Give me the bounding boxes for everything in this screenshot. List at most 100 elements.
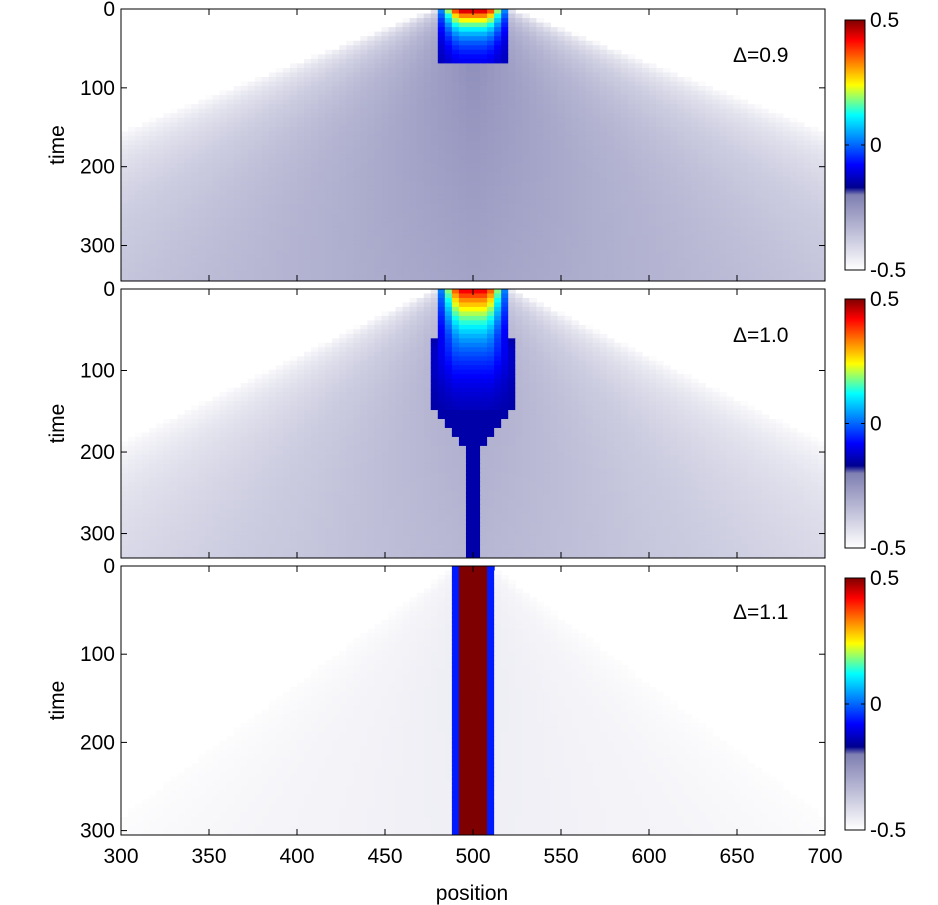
heatmap-cell	[656, 172, 664, 178]
heatmap-cell	[473, 231, 481, 237]
heatmap-cell	[191, 271, 200, 278]
heatmap-cell	[430, 77, 439, 83]
heatmap-cell	[705, 253, 713, 259]
heatmap-cell	[501, 240, 509, 246]
heatmap-cell	[782, 135, 791, 142]
heatmap-cell	[177, 131, 185, 137]
heatmap-cell	[240, 108, 249, 114]
heatmap-cell	[705, 154, 713, 160]
heatmap-cell	[592, 126, 601, 132]
heatmap-cell	[803, 163, 812, 169]
heatmap-cell	[360, 149, 368, 155]
heatmap-cell	[409, 122, 418, 128]
heatmap-cell	[684, 81, 692, 87]
heatmap-cell	[388, 190, 397, 196]
heatmap-cell	[191, 222, 200, 228]
heatmap-cell	[543, 194, 552, 200]
heatmap-cell	[311, 77, 319, 83]
heatmap-cell	[409, 203, 418, 210]
heatmap-cell	[423, 253, 432, 259]
heatmap-cell	[641, 199, 650, 205]
heatmap-cell	[353, 154, 361, 160]
heatmap-cell	[634, 108, 643, 114]
heatmap-cell	[135, 149, 143, 155]
heatmap-cell	[233, 90, 242, 96]
heatmap-cell	[304, 131, 312, 137]
heatmap-cell	[416, 54, 425, 60]
heatmap-cell	[684, 126, 692, 132]
heatmap-cell	[388, 31, 397, 37]
heatmap-cell	[487, 77, 495, 83]
heatmap-cell	[578, 149, 587, 155]
heatmap-cell	[289, 145, 298, 151]
heatmap-cell	[613, 72, 622, 78]
heatmap-cell	[691, 235, 699, 241]
heatmap-cell	[599, 226, 608, 232]
heatmap-cell	[536, 244, 544, 250]
heatmap-cell	[487, 276, 495, 281]
heatmap-cell	[613, 181, 622, 187]
heatmap-cell	[810, 163, 819, 169]
heatmap-cell	[318, 226, 326, 232]
heatmap-cell	[275, 145, 284, 151]
heatmap-cell	[360, 208, 368, 214]
heatmap-cell	[592, 222, 601, 228]
heatmap-cell	[423, 126, 432, 132]
heatmap-cell	[712, 104, 720, 110]
heatmap-cell	[691, 86, 699, 92]
heatmap-cell	[268, 158, 277, 164]
heatmap-cell	[480, 49, 488, 55]
heatmap-cell	[395, 244, 404, 250]
heatmap-cell	[388, 113, 397, 119]
heatmap-cell	[480, 90, 488, 96]
heatmap-cell	[494, 104, 502, 110]
heatmap-cell	[254, 240, 263, 246]
heatmap-cell	[353, 54, 361, 60]
heatmap-cell	[268, 258, 277, 264]
heatmap-cell	[233, 113, 242, 119]
heatmap-cell	[261, 86, 270, 92]
heatmap-cell	[768, 240, 777, 246]
heatmap-cell	[339, 240, 347, 246]
heatmap-cell	[318, 104, 326, 110]
heatmap-cell	[198, 226, 207, 232]
heatmap-cell	[156, 149, 164, 155]
heatmap-cell	[458, 36, 467, 42]
heatmap-cell	[522, 67, 530, 74]
heatmap-cell	[423, 226, 432, 232]
heatmap-cell	[627, 140, 636, 146]
heatmap-cell	[353, 249, 361, 255]
heatmap-cell	[219, 104, 228, 110]
heatmap-cell	[578, 77, 587, 83]
heatmap-cell	[663, 122, 671, 128]
heatmap-cell	[325, 135, 333, 142]
heatmap-cell	[226, 90, 235, 96]
heatmap-cell	[240, 145, 249, 151]
heatmap-cell	[254, 140, 263, 146]
heatmap-cell	[325, 131, 333, 137]
heatmap-cell	[402, 181, 411, 187]
heatmap-cell	[529, 90, 537, 96]
heatmap-cell	[254, 208, 263, 214]
heatmap-cell	[712, 203, 720, 210]
heatmap-cell	[282, 194, 291, 200]
heatmap-cell	[747, 231, 756, 237]
heatmap-cell	[578, 172, 587, 178]
heatmap-cell	[578, 231, 587, 237]
heatmap-cell	[487, 49, 495, 55]
heatmap-cell	[501, 99, 509, 105]
heatmap-cell	[402, 86, 411, 92]
heatmap-cell	[501, 231, 509, 237]
heatmap-cell	[698, 249, 706, 255]
heatmap-cell	[142, 122, 150, 128]
heatmap-cell	[487, 40, 495, 46]
heatmap-cell	[543, 203, 552, 210]
heatmap-cell	[402, 167, 411, 173]
heatmap-cell	[423, 320, 432, 326]
heatmap-cell	[381, 158, 390, 164]
heatmap-cell	[156, 240, 164, 246]
heatmap-cell	[275, 185, 284, 191]
heatmap-cell	[451, 167, 460, 173]
heatmap-cell	[381, 31, 390, 37]
heatmap-cell	[550, 253, 559, 259]
